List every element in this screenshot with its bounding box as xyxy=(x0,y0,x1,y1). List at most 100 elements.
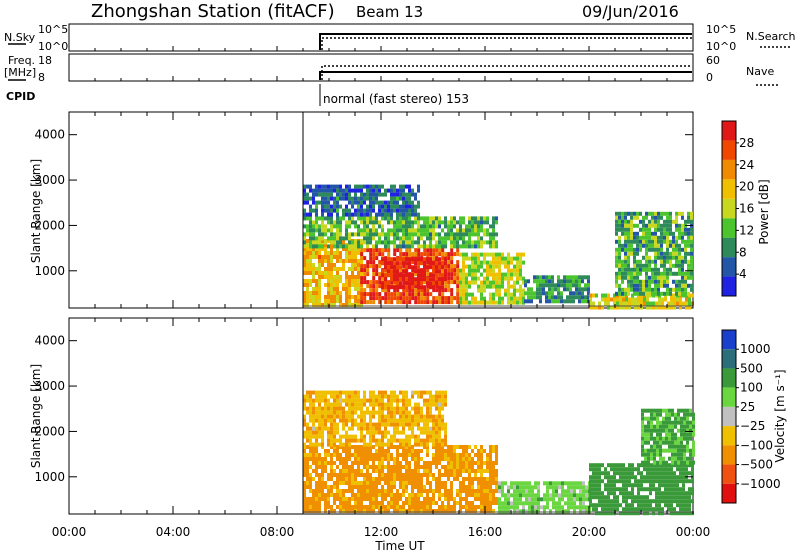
heatmap-cell xyxy=(360,402,363,407)
heatmap-cell xyxy=(654,259,657,264)
heatmap-cell xyxy=(306,287,309,291)
heatmap-cell xyxy=(378,402,381,407)
heatmap-cell xyxy=(636,247,639,252)
velocity-colorbar-swatch xyxy=(722,406,736,427)
heatmap-cell xyxy=(369,493,372,497)
heatmap-cell xyxy=(351,394,354,399)
heatmap-cell xyxy=(405,232,408,237)
heatmap-cell xyxy=(643,475,646,480)
heatmap-cell xyxy=(372,398,375,403)
heatmap-cell xyxy=(669,231,672,236)
heatmap-cell xyxy=(429,418,432,423)
heatmap-cell xyxy=(501,284,504,289)
heatmap-cell xyxy=(672,271,675,276)
heatmap-cell xyxy=(536,295,539,300)
heatmap-cell xyxy=(513,296,516,301)
heatmap-cell xyxy=(438,485,441,489)
heatmap-cell xyxy=(387,414,390,419)
heatmap-cell xyxy=(498,264,501,269)
heatmap-cell xyxy=(624,223,627,228)
heatmap-cell xyxy=(348,208,351,213)
heatmap-cell xyxy=(453,449,456,453)
heatmap-cell xyxy=(336,505,339,509)
heatmap-cell xyxy=(318,481,321,485)
heatmap-cell xyxy=(441,240,444,245)
heatmap-cell xyxy=(480,445,483,449)
heatmap-cell xyxy=(564,493,567,498)
heatmap-cell xyxy=(627,235,630,240)
heatmap-cell xyxy=(501,489,504,494)
heatmap-cell xyxy=(665,432,668,437)
heatmap-cell xyxy=(613,495,616,500)
heatmap-cell xyxy=(381,430,384,435)
heatmap-cell xyxy=(375,268,379,273)
heatmap-cell xyxy=(637,495,640,500)
heatmap-cell xyxy=(468,280,471,285)
heatmap-cell xyxy=(372,216,375,221)
heatmap-cell xyxy=(552,485,555,490)
heatmap-cell xyxy=(372,422,375,427)
heatmap-cell xyxy=(336,236,339,241)
heatmap-cell xyxy=(459,457,462,461)
heatmap-cell xyxy=(309,410,312,415)
heatmap-cell xyxy=(651,211,654,216)
heatmap-cell xyxy=(637,483,640,488)
heatmap-cell xyxy=(504,493,507,498)
heatmap-cell xyxy=(686,448,689,453)
heatmap-cell xyxy=(312,244,315,249)
heatmap-cell xyxy=(312,402,315,407)
heatmap-cell xyxy=(357,449,360,453)
heatmap-cell xyxy=(627,219,630,224)
heatmap-cell xyxy=(417,277,420,282)
heatmap-cell xyxy=(318,457,321,461)
heatmap-cell xyxy=(387,296,391,301)
heatmap-cell xyxy=(408,438,411,443)
heatmap-cell xyxy=(378,505,381,509)
heatmap-cell xyxy=(312,505,315,509)
heatmap-cell xyxy=(318,240,321,245)
heatmap-cell xyxy=(690,263,693,268)
heatmap-cell xyxy=(673,305,676,310)
heatmap-cell xyxy=(628,463,631,468)
heatmap-cell xyxy=(641,420,644,425)
heatmap-cell xyxy=(384,240,387,245)
heatmap-cell xyxy=(321,188,324,193)
heatmap-cell xyxy=(378,406,381,411)
heatmap-cell xyxy=(312,469,315,473)
heatmap-cell xyxy=(680,424,683,429)
heatmap-cell xyxy=(474,272,477,277)
heatmap-cell xyxy=(486,228,489,233)
heatmap-cell xyxy=(321,204,324,209)
heatmap-cell xyxy=(393,252,397,257)
heatmap-cell xyxy=(330,418,333,423)
heatmap-cell xyxy=(668,428,671,433)
heatmap-cell xyxy=(405,489,408,493)
heatmap-cell xyxy=(666,247,669,252)
heatmap-cell xyxy=(578,275,581,280)
heatmap-cell xyxy=(312,410,315,415)
heatmap-cell xyxy=(456,240,459,245)
heatmap-cell xyxy=(613,483,616,488)
heatmap-cell xyxy=(396,453,399,457)
heatmap-cell xyxy=(321,239,324,243)
heatmap-cell xyxy=(495,244,498,249)
heatmap-cell xyxy=(647,408,650,413)
heatmap-cell xyxy=(417,204,420,209)
heatmap-cell xyxy=(468,505,471,509)
heatmap-cell xyxy=(378,260,382,265)
heatmap-cell xyxy=(333,287,336,291)
heatmap-cell xyxy=(607,463,610,468)
heatmap-cell xyxy=(536,287,539,292)
heatmap-cell xyxy=(480,300,483,305)
heatmap-cell xyxy=(432,442,435,447)
heatmap-cell xyxy=(357,283,360,287)
heatmap-cell xyxy=(650,444,653,449)
heatmap-cell xyxy=(654,279,657,284)
heatmap-cell xyxy=(670,467,673,472)
heatmap-cell xyxy=(474,296,477,301)
heatmap-cell xyxy=(306,481,309,485)
power-colorbar-swatch xyxy=(722,121,736,141)
heatmap-cell xyxy=(622,301,625,306)
heatmap-cell xyxy=(537,489,540,494)
heatmap-cell xyxy=(366,481,369,485)
